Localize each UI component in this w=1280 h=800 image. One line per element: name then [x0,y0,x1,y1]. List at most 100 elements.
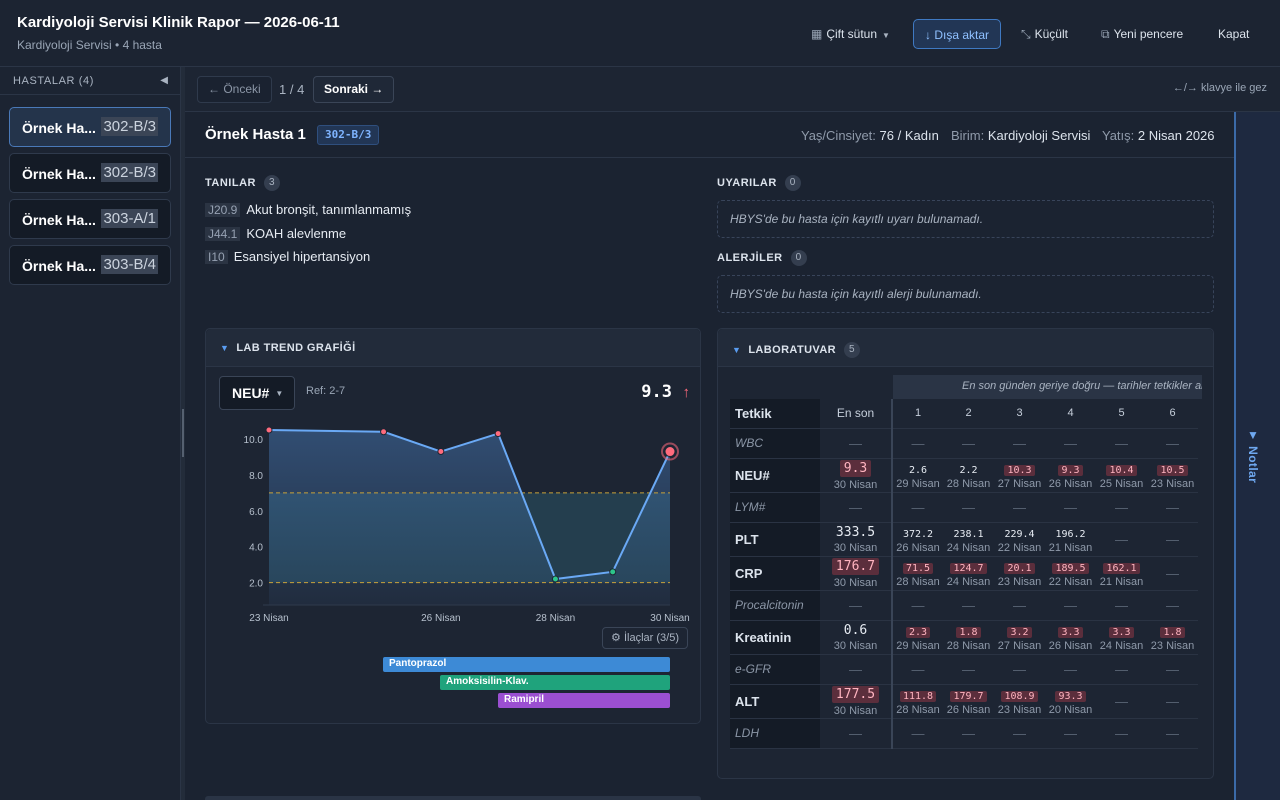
new-window-label: Yeni pencere [1113,27,1184,41]
laboratory-header[interactable]: ▼ LABORATUVAR 5 [718,329,1213,367]
y-tick-label: 10.0 [244,435,264,446]
lab-test-name: LYM# [730,492,820,523]
lab-value: 10.5 [1157,464,1188,476]
age-label: Yaş/Cinsiyet: [801,128,876,143]
lab-value: 9.3 [1058,464,1083,476]
lab-latest-cell: — [820,654,893,685]
patient-list-item[interactable]: Örnek Ha... 303-A/1 [9,199,171,239]
lab-day-cell: 189.5 22 Nisan [1045,556,1096,591]
lab-day-cell: — [1045,718,1096,749]
empty-dash: — [962,435,975,451]
lab-day-cell: — [994,718,1045,749]
empty-dash: — [1166,725,1179,741]
lab-date: 28 Nisan [946,639,991,652]
medication-bar[interactable]: Ramipril [498,693,670,708]
lab-date: 30 Nisan [833,542,878,554]
lab-latest-cell: 333.5 30 Nisan [820,522,893,557]
empty-dash: — [1115,693,1128,709]
report-subtitle: Kardiyoloji Servisi • 4 hasta [17,38,162,52]
medication-bar[interactable]: Amoksisilin-Klav. [440,675,670,690]
patient-item-bed: 302-B/3 [101,163,158,182]
sidebar-title: HASTALAR (4) [13,75,94,87]
y-tick-label: 4.0 [249,543,263,554]
lab-date: 28 Nisan [946,477,991,490]
medication-name: Pantoprazol [389,658,447,669]
lab-day-cell: — [1147,428,1198,459]
lab-value: 111.8 [899,690,937,702]
empty-dash: — [1064,435,1077,451]
col-header-day: 4 [1045,399,1096,429]
medications-toggle-button[interactable]: ⚙ İlaçlar (3/5) [602,627,688,649]
medication-name: Amoksisilin-Klav. [446,676,529,687]
lab-value: 108.9 [1001,690,1038,702]
empty-dash: — [1064,661,1077,677]
diagnosis-code: J20.9 [205,203,241,217]
test-select[interactable]: NEU# ▼ [219,376,295,410]
lab-trend-header[interactable]: ▼ LAB TREND GRAFİĞİ [206,329,700,367]
gear-icon: ⚙ [611,632,621,644]
collapse-left-icon[interactable]: ◀ [160,75,168,86]
patient-list-item[interactable]: Örnek Ha... 302-B/3 [9,107,171,147]
lab-row: Kreatinin 0.6 30 Nisan 2.3 29 Nisan 1.8 28 Nis… [730,620,1198,655]
admission-value: 2 Nisan 2026 [1137,128,1215,143]
pager-indicator: 1 / 4 [279,82,305,97]
lab-date: 24 Nisan [946,575,991,588]
diagnosis-item: I10 Esansiyel hipertansiyon [205,249,370,264]
lab-day-cell: — [943,718,994,749]
close-button[interactable]: Kapat [1218,27,1250,41]
empty-dash: — [911,725,925,741]
empty-dash: — [1013,499,1026,515]
data-point [664,446,676,458]
empty-dash: — [1166,565,1179,581]
lab-day-cell: — [892,718,943,749]
warnings-title: UYARILAR 0 [717,175,801,191]
lab-day-cell: — [892,654,943,685]
layout-toggle-button[interactable]: ▦ Çift sütun ▼ [811,19,890,49]
notes-drawer-toggle[interactable]: ▼ Notlar [1234,112,1280,800]
lab-trend-panel: ▼ LAB TREND GRAFİĞİ NEU# ▼ Ref: 2-7 9.3 ↑ … [205,328,701,724]
sidebar-resize-handle[interactable] [181,67,185,800]
empty-dash: — [962,499,975,515]
empty-dash: — [911,661,925,677]
patient-list-item[interactable]: Örnek Ha... 303-B/4 [9,245,171,285]
latest-point-halo [661,442,679,461]
patient-list-item[interactable]: Örnek Ha... 302-B/3 [9,153,171,193]
lab-date: 30 Nisan [833,704,878,717]
warnings-count: 0 [784,175,801,191]
minimize-button[interactable]: ⤡ Küçült [1021,19,1068,49]
lab-row: NEU# 9.3 30 Nisan 2.6 29 Nisan 2.2 28 Nisan 10.… [730,458,1198,493]
empty-dash: — [849,435,862,451]
lab-date: 26 Nisan [946,703,991,716]
empty-dash: — [1064,499,1077,515]
empty-dash: — [911,499,925,515]
lab-day-cell: 10.5 23 Nisan [1147,458,1198,493]
lab-date: 29 Nisan [896,639,940,652]
lab-day-cell: 1.8 28 Nisan [943,620,994,655]
lab-table-wrapper[interactable]: En son günden geriye doğru — tarihler te… [730,375,1202,770]
admission-info: Yatış: 2 Nisan 2026 [1102,128,1215,143]
lab-latest-cell: 177.5 30 Nisan [820,684,893,719]
next-button[interactable]: Sonraki → [313,76,395,103]
new-window-button[interactable]: ⧉ Yeni pencere [1101,19,1183,49]
lab-day-cell: — [1147,492,1198,523]
patient-item-name: Örnek Ha... [22,120,96,136]
lab-day-cell: — [943,590,994,621]
medication-bar[interactable]: Pantoprazol [383,657,670,672]
lab-date: 23 Nisan [997,703,1042,716]
lab-latest-cell: — [820,590,893,621]
patient-item-name: Örnek Ha... [22,166,96,182]
lab-day-cell: — [1147,718,1198,749]
lab-test-name: Procalcitonin [730,590,820,621]
export-button[interactable]: ↓ Dışa aktar [913,19,1002,49]
sidebar-header: HASTALAR (4) ◀ [0,67,180,95]
lab-value: 2.6 [908,464,928,476]
previous-button[interactable]: ← Önceki [197,76,272,103]
unit-info: Birim: Kardiyoloji Servisi [951,128,1090,143]
lab-day-cell: 10.4 25 Nisan [1096,458,1147,493]
lab-day-cell: — [1096,590,1147,621]
admission-label: Yatış: [1102,128,1135,143]
diagnosis-item: J20.9 Akut bronşit, tanımlanmamış [205,202,411,217]
lab-trend-title: LAB TREND GRAFİĞİ [236,342,356,354]
lab-day-cell: — [1147,556,1198,591]
caret-down-icon: ▼ [732,344,742,355]
